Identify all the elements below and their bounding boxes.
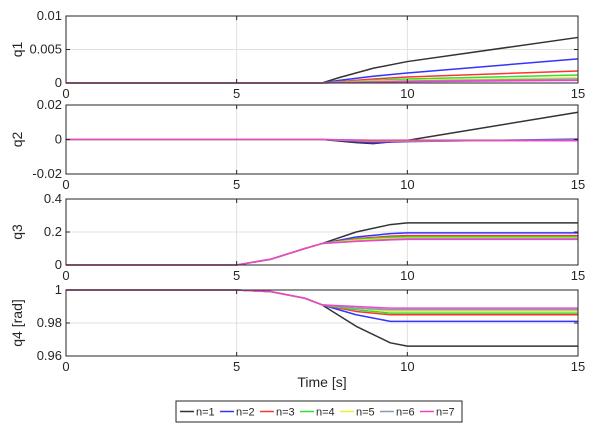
y-axis-label: q4 [rad] (9, 299, 25, 346)
legend-label-n1: n=1 (196, 407, 215, 419)
series-line-n7 (66, 138, 579, 142)
legend-label-n5: n=5 (356, 407, 375, 419)
subplot-4: 0 5 10 15 0.96 0.98 1 q4 [rad] Time [s] (9, 282, 585, 390)
x-tick-label: 15 (571, 86, 585, 101)
y-tick-label: 0 (55, 75, 62, 90)
x-axis-label: Time [s] (297, 374, 346, 390)
x-tick-label: 0 (62, 177, 69, 192)
legend-label-n6: n=6 (396, 407, 415, 419)
x-tick-label: 10 (400, 86, 414, 101)
x-tick-label: 0 (62, 86, 69, 101)
y-tick-label: 0.4 (44, 191, 62, 206)
series-line-n7 (66, 289, 578, 309)
y-tick-label: 1 (55, 282, 62, 297)
subplot-1: 0 5 10 15 0 0.005 0.01 q1 (9, 8, 585, 101)
y-tick-label: 0 (55, 257, 62, 272)
subplot-3: 0 5 10 15 0 0.2 0.4 q3 (9, 191, 585, 283)
series-line-n7 (66, 238, 578, 266)
y-tick-label: 0 (55, 132, 62, 147)
x-tick-label: 5 (233, 86, 240, 101)
legend-label-n7: n=7 (436, 407, 455, 419)
x-tick-label: 5 (233, 359, 240, 374)
x-tick-label: 0 (62, 268, 69, 283)
series-line-n4 (66, 236, 578, 266)
legend: n=1 n=2 n=3 n=4 n=5 n=6 n=7 (175, 400, 463, 423)
y-axis-label: q1 (9, 42, 25, 58)
y-tick-label: 0.98 (37, 315, 62, 330)
x-tick-label: 0 (62, 359, 69, 374)
series-line-n6 (66, 289, 578, 311)
y-tick-label: 0.005 (29, 42, 62, 57)
x-tick-label: 15 (571, 177, 585, 192)
x-tick-label: 10 (400, 268, 414, 283)
x-tick-label: 15 (571, 359, 585, 374)
x-tick-label: 10 (400, 359, 414, 374)
legend-box (175, 400, 463, 423)
x-tick-label: 5 (233, 268, 240, 283)
x-tick-label: 10 (400, 177, 414, 192)
y-tick-label: -0.02 (32, 166, 62, 181)
y-axis-label: q2 (9, 132, 25, 148)
series-line-n1 (66, 289, 578, 347)
y-tick-label: 0.01 (37, 8, 62, 23)
legend-label-n3: n=3 (276, 407, 295, 419)
legend-label-n2: n=2 (236, 407, 255, 419)
x-tick-label: 5 (233, 177, 240, 192)
x-tick-label: 15 (571, 268, 585, 283)
y-axis-label: q3 (9, 224, 25, 240)
series-line-n5 (66, 237, 578, 266)
y-tick-label: 0.02 (37, 97, 62, 112)
y-tick-label: 0.96 (37, 348, 62, 363)
legend-label-n4: n=4 (316, 407, 335, 419)
y-tick-label: 0.2 (44, 224, 62, 239)
